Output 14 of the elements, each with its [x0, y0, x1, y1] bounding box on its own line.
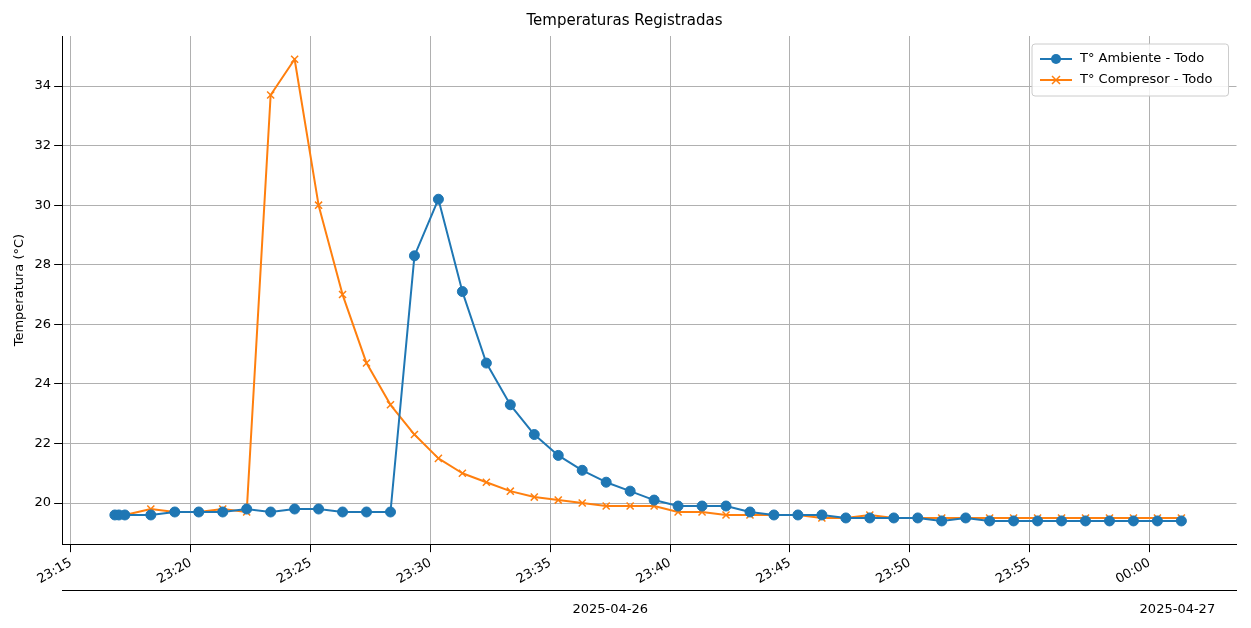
y-tick-label: 26 — [34, 315, 52, 331]
x2-tick-label: 2025-04-26 — [572, 600, 648, 616]
y-axis-title: Temperatura (°C) — [11, 233, 27, 348]
legend-label: T° Compresor - Todo — [1079, 71, 1213, 87]
y-tick-label: 34 — [34, 77, 52, 93]
y-tick-label: 20 — [34, 494, 52, 510]
y-tick-label: 28 — [34, 256, 52, 272]
y-tick-label: 32 — [34, 136, 52, 152]
x2-tick-label: 2025-04-27 — [1139, 600, 1216, 616]
legend-label: T° Ambiente - Todo — [1079, 50, 1205, 66]
y-tick-label: 22 — [34, 434, 52, 450]
y-tick-label: 30 — [34, 196, 52, 212]
y-tick-label: 24 — [34, 375, 52, 391]
chart-title: Temperaturas Registradas — [525, 10, 723, 29]
